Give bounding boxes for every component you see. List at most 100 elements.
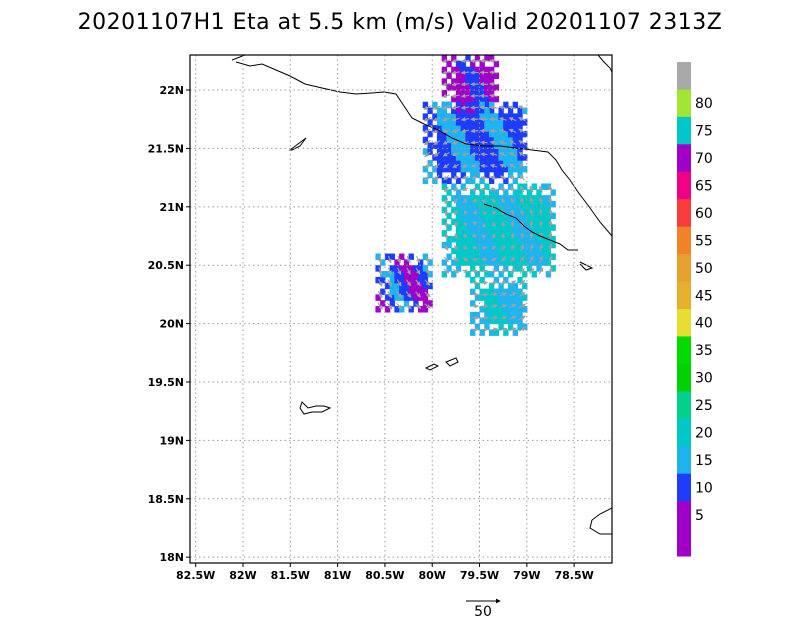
wind-vector	[471, 280, 479, 285]
wind-vector	[519, 256, 525, 263]
field-cell	[517, 276, 523, 284]
colorbar-swatch	[677, 418, 691, 447]
wind-vector	[397, 255, 402, 264]
field-cell	[446, 125, 452, 132]
field-cell	[550, 212, 556, 220]
wind-vector	[461, 163, 469, 168]
field-cell	[531, 212, 537, 220]
field-cell	[470, 329, 476, 336]
field-cell	[512, 218, 518, 225]
field-cell	[488, 271, 495, 278]
field-cell	[479, 189, 485, 196]
wind-vector	[548, 255, 553, 263]
field-cell	[451, 55, 457, 62]
field-cell	[455, 200, 462, 208]
field-cell	[522, 294, 528, 301]
field-cell	[488, 195, 495, 202]
field-cell	[493, 195, 500, 202]
wind-vector	[509, 268, 516, 274]
wind-vector	[519, 279, 526, 286]
field-cell	[470, 136, 476, 144]
field-cell	[526, 212, 533, 220]
field-cell	[493, 148, 500, 155]
field-cell	[484, 294, 490, 301]
field-cell	[536, 224, 542, 231]
field-cell	[479, 241, 485, 249]
field-cell	[384, 253, 391, 260]
field-cell	[479, 224, 485, 231]
field-cell	[503, 165, 509, 173]
wind-vector	[387, 279, 392, 287]
field-cell	[422, 113, 429, 120]
field-cell	[474, 90, 481, 97]
wind-vector	[415, 255, 421, 264]
field-cell	[451, 271, 457, 278]
field-cell	[484, 171, 490, 179]
wind-vector	[519, 267, 525, 274]
field-cell	[512, 142, 518, 150]
field-cell	[522, 224, 528, 231]
field-cell	[488, 101, 495, 109]
wind-vector	[548, 231, 553, 240]
colorbar-swatch	[677, 281, 691, 310]
x-tick-label: 81.5W	[271, 569, 310, 582]
wind-vector	[489, 128, 498, 134]
wind-vector	[482, 211, 488, 216]
wind-vector	[499, 315, 508, 320]
field-cell	[436, 119, 443, 126]
wind-vector	[539, 185, 544, 193]
field-cell	[512, 300, 518, 307]
field-cell	[512, 165, 518, 173]
field-cell	[384, 306, 391, 313]
colorbar-swatch	[677, 501, 691, 530]
field-cell	[465, 101, 471, 109]
wind-vector	[510, 232, 515, 239]
field-cell	[507, 136, 514, 144]
field-cell	[484, 183, 490, 190]
field-cell	[460, 171, 466, 179]
field-cell	[446, 212, 452, 220]
wind-vector	[509, 280, 517, 286]
field-cell	[493, 200, 500, 208]
field-cell	[455, 218, 462, 225]
field-cell	[427, 300, 433, 307]
wind-vector	[462, 186, 469, 192]
field-cell	[507, 300, 514, 307]
wind-vector	[434, 174, 440, 181]
field-cell	[474, 119, 481, 126]
field-cell	[451, 125, 457, 132]
field-cell	[550, 236, 556, 243]
field-cell	[479, 259, 485, 266]
wind-vector	[518, 151, 526, 157]
field-cell	[479, 306, 485, 313]
field-cell	[427, 171, 433, 179]
field-cell	[517, 142, 523, 150]
field-cell	[418, 259, 424, 266]
field-cell	[493, 253, 500, 260]
wind-vector	[424, 279, 431, 286]
wind-vector	[508, 327, 517, 332]
field-cell	[507, 119, 514, 126]
field-cell	[522, 165, 528, 173]
field-cell	[441, 142, 448, 150]
field-cell	[446, 224, 452, 231]
field-cell	[422, 101, 429, 109]
field-cell	[455, 265, 462, 272]
field-cell	[498, 311, 504, 319]
field-cell	[470, 84, 476, 91]
field-cell	[432, 177, 438, 185]
wind-vector	[499, 175, 507, 180]
field-cell	[389, 271, 395, 278]
field-cell	[488, 177, 495, 185]
wind-vector	[529, 197, 534, 205]
y-tick-label: 18.5N	[148, 493, 184, 506]
wind-vector	[453, 245, 459, 251]
field-cell	[465, 165, 471, 173]
field-cell	[427, 130, 433, 138]
field-cell	[451, 130, 457, 138]
field-cell	[465, 125, 471, 132]
field-cell	[493, 276, 500, 284]
field-cell	[531, 183, 537, 190]
wind-vector	[481, 257, 488, 262]
